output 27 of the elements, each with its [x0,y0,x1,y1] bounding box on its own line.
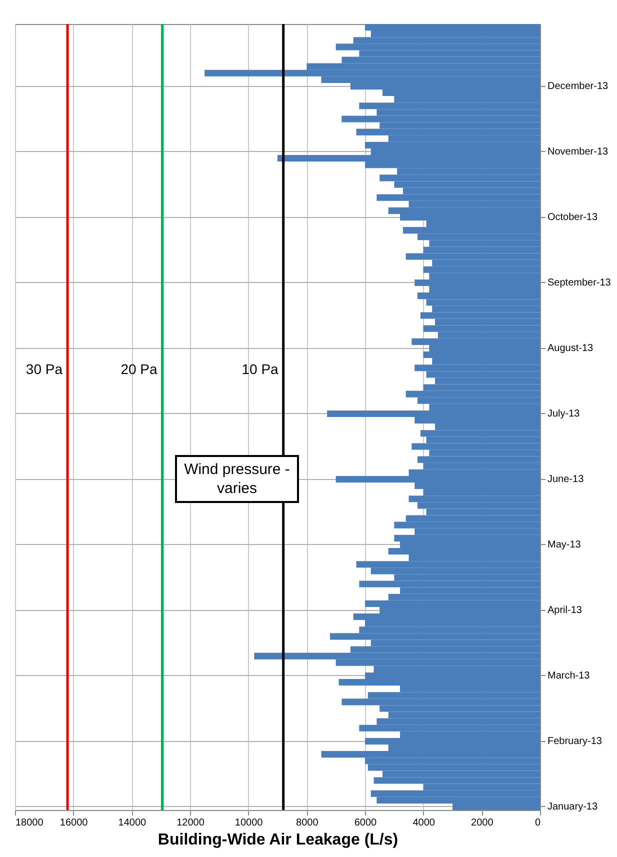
y-tick-label: November-13 [548,146,609,158]
ref-line-label: 20 Pa [120,360,158,377]
ref-line-label: 10 Pa [242,360,279,377]
y-tick-label: September-13 [548,278,612,289]
y-tick-label: January-13 [548,802,598,813]
x-tick-label: 14000 [118,818,147,828]
x-tick-label: 8000 [296,818,319,828]
x-tick-label: 10000 [234,818,264,828]
x-tick-label: 0 [534,818,541,828]
y-tick-label: March-13 [548,670,590,682]
annotation: Wind pressure - varies [175,455,299,503]
x-axis-title: Building-Wide Air Leakage (L/s) [158,832,398,848]
y-tick-label: May-13 [548,540,582,551]
y-tick-label: December-13 [548,81,609,92]
x-tick-label: 12000 [176,818,205,828]
y-tick-label: October-13 [548,212,598,224]
y-tick-label: July-13 [548,408,580,420]
x-tick-label: 4000 [412,818,436,828]
x-tick-label: 18000 [16,818,44,828]
x-tick-label: 6000 [354,818,378,828]
ref-line-label: 30 Pa [26,360,63,377]
y-tick-label: April-13 [548,605,582,616]
y-tick-label: February-13 [548,736,602,748]
x-tick-label: 2000 [471,818,494,828]
x-tick-label: 16000 [60,818,88,828]
y-tick-label: August-13 [548,343,594,354]
y-tick-label: June-13 [548,474,584,486]
